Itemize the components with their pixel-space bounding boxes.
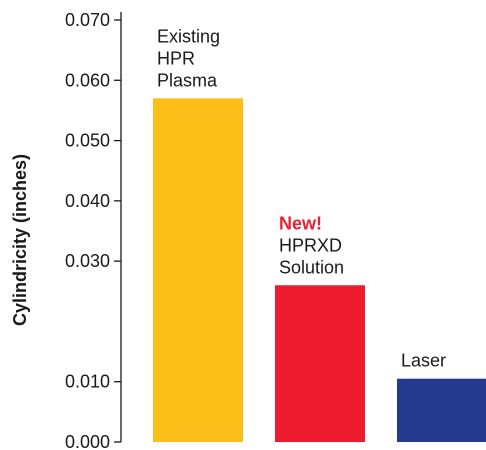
bar-label-line: HPR [157,48,195,68]
bar-label-accent: New! [279,213,322,233]
y-tick-label: 0.030 [65,251,110,271]
bar [153,98,243,442]
bar-label-line: HPRXD [279,235,342,255]
y-tick-label: 0.040 [65,191,110,211]
y-tick-label: 0.050 [65,131,110,151]
y-tick-label: 0.070 [65,10,110,30]
y-axis-ticks: 0.000 0.010 0.030 0.040 0.050 0.060 0.070 [65,10,121,450]
bar-label-line: Solution [279,257,344,277]
bars [153,98,486,442]
y-tick-label: 0.010 [65,372,110,392]
bar-label-line: Existing [157,26,220,46]
y-tick-label: 0.060 [65,70,110,90]
bar [275,285,365,442]
bar-label-line: Plasma [157,70,218,90]
y-axis-title: Cylindricity (inches) [10,154,30,326]
bar [397,378,486,442]
bar-label-line: Laser [401,351,446,371]
y-tick-label: 0.000 [65,432,110,450]
